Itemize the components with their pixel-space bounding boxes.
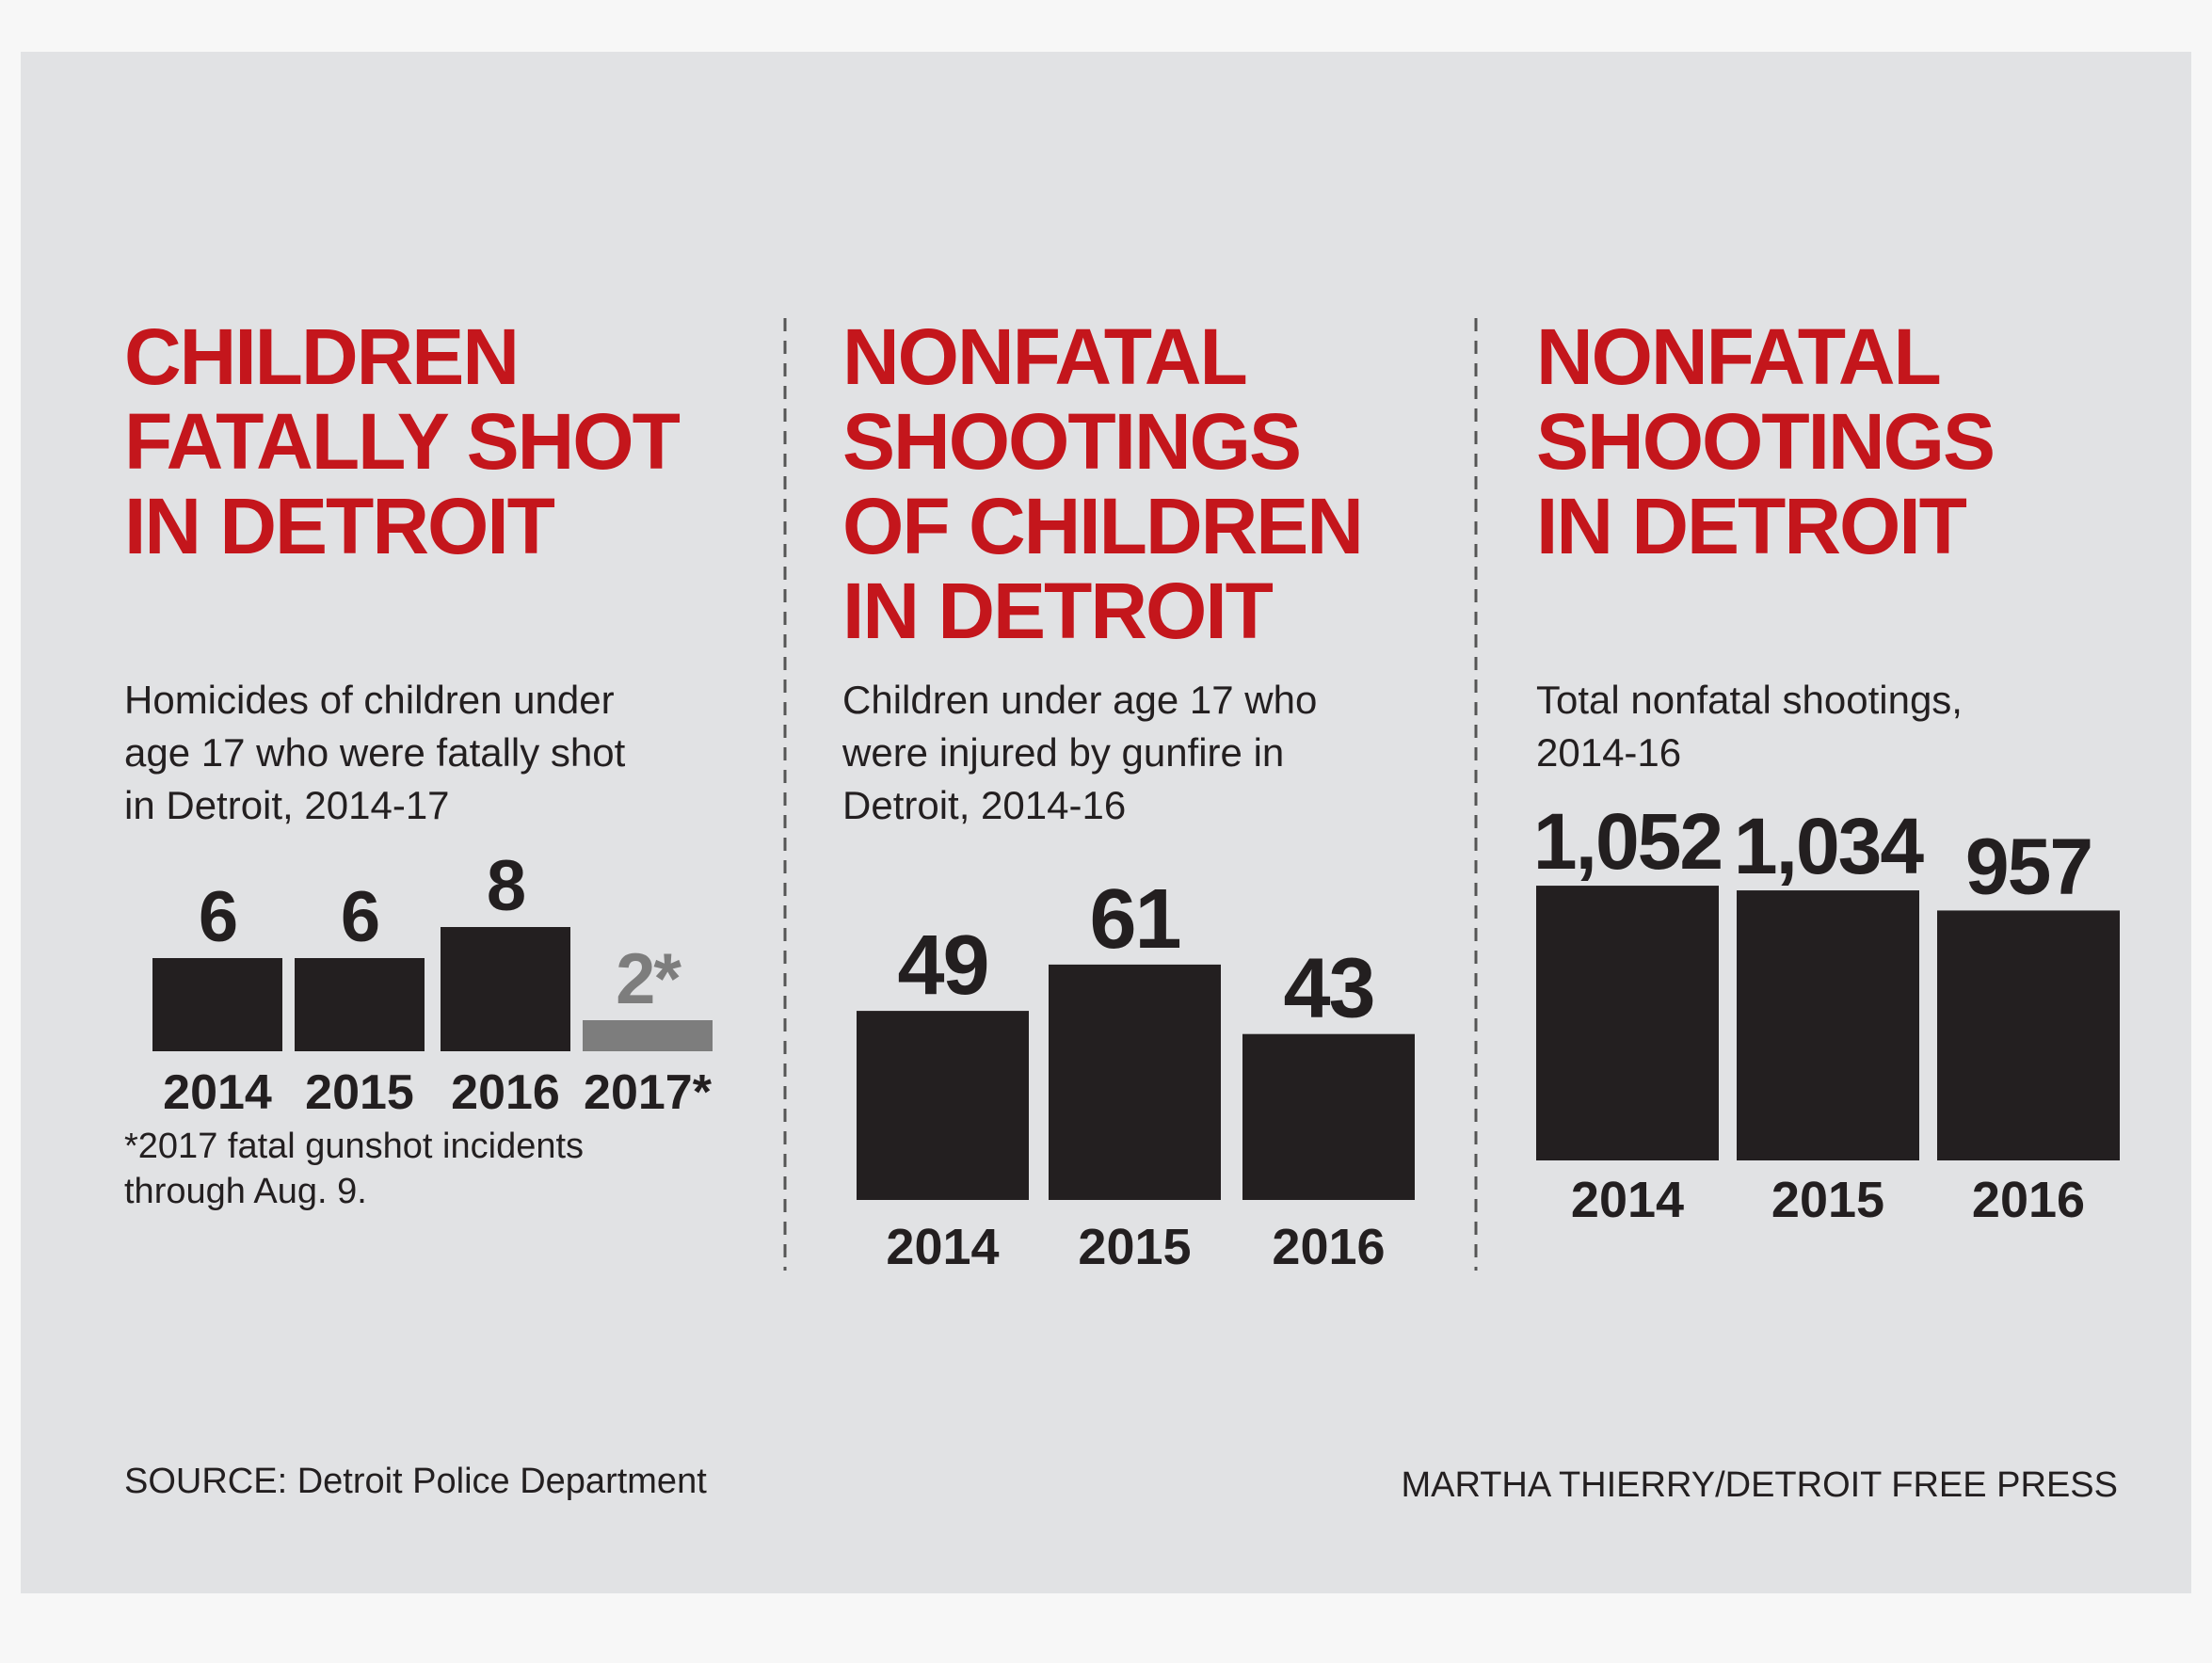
- chart-title: NONFATAL: [1536, 312, 1940, 401]
- footnote: *2017 fatal gunshot incidents: [124, 1127, 584, 1166]
- bar: [295, 958, 425, 1051]
- chart-title: SHOOTINGS: [842, 397, 1300, 486]
- chart-subtitle: age 17 who were fatally shot: [124, 730, 626, 775]
- chart-subtitle: Children under age 17 who: [842, 678, 1317, 722]
- value-label: 1,052: [1533, 797, 1722, 886]
- category-label: 2016: [1272, 1219, 1385, 1275]
- category-label: 2017*: [584, 1065, 713, 1120]
- category-label: 2015: [305, 1065, 414, 1120]
- bar: [1937, 910, 2120, 1160]
- category-label: 2014: [1571, 1172, 1684, 1228]
- bar: [583, 1020, 713, 1051]
- value-label: 49: [897, 919, 987, 1013]
- chart-subtitle: Detroit, 2014-16: [842, 783, 1126, 827]
- chart-title: IN DETROIT: [124, 482, 555, 570]
- chart-subtitle: 2014-16: [1536, 730, 1681, 775]
- bar: [1737, 890, 1919, 1160]
- chart-title: IN DETROIT: [1536, 482, 1967, 570]
- value-label: 1,034: [1734, 802, 1924, 890]
- value-label: 43: [1283, 942, 1373, 1036]
- bar: [1049, 964, 1221, 1200]
- value-label: 2*: [616, 939, 681, 1019]
- category-label: 2016: [1972, 1172, 2085, 1228]
- chart-title: NONFATAL: [842, 312, 1246, 401]
- chart-title: FATALLY SHOT: [124, 397, 681, 486]
- category-label: 2015: [1771, 1172, 1884, 1228]
- category-label: 2016: [451, 1065, 560, 1120]
- chart-title: IN DETROIT: [842, 567, 1274, 655]
- bar: [1242, 1033, 1415, 1200]
- credit: MARTHA THIERRY/DETROIT FREE PRESS: [1401, 1465, 2118, 1505]
- chart-title: OF CHILDREN: [842, 482, 1362, 570]
- bar: [441, 927, 570, 1051]
- chart-subtitle: Homicides of children under: [124, 678, 615, 722]
- value-label: 957: [1965, 822, 2092, 910]
- value-label: 6: [341, 877, 378, 957]
- chart-subtitle: were injured by gunfire in: [842, 730, 1284, 775]
- chart-title: CHILDREN: [124, 312, 518, 401]
- footnote: through Aug. 9.: [124, 1172, 367, 1211]
- category-label: 2014: [886, 1219, 999, 1275]
- chart-title: SHOOTINGS: [1536, 397, 1994, 486]
- source: SOURCE: Detroit Police Department: [124, 1462, 707, 1501]
- chart-subtitle: Total nonfatal shootings,: [1536, 678, 1963, 722]
- bar: [152, 958, 282, 1051]
- chart-subtitle: in Detroit, 2014-17: [124, 783, 450, 827]
- value-label: 8: [487, 846, 524, 926]
- value-label: 61: [1089, 872, 1179, 967]
- category-label: 2015: [1078, 1219, 1191, 1275]
- category-label: 2014: [163, 1065, 272, 1120]
- value-label: 6: [199, 877, 236, 957]
- panel: [21, 52, 2191, 1593]
- bar: [1536, 886, 1719, 1160]
- bar: [857, 1011, 1029, 1200]
